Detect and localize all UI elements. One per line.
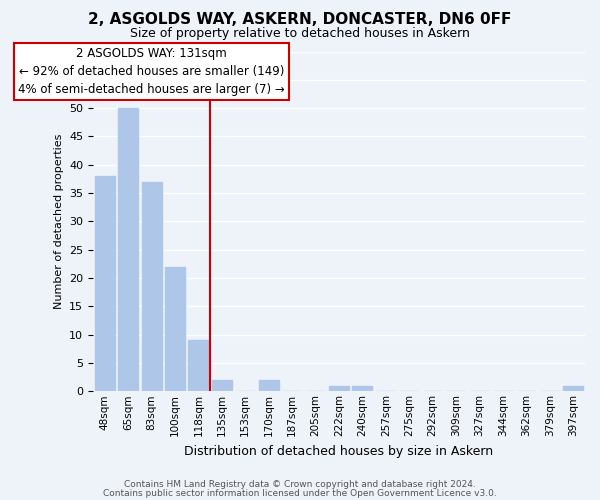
Bar: [95, 176, 115, 392]
Bar: [188, 340, 208, 392]
Bar: [142, 182, 161, 392]
Y-axis label: Number of detached properties: Number of detached properties: [53, 134, 64, 309]
Bar: [118, 108, 138, 392]
Bar: [563, 386, 583, 392]
Text: Size of property relative to detached houses in Askern: Size of property relative to detached ho…: [130, 28, 470, 40]
Text: 2, ASGOLDS WAY, ASKERN, DONCASTER, DN6 0FF: 2, ASGOLDS WAY, ASKERN, DONCASTER, DN6 0…: [88, 12, 512, 28]
Bar: [259, 380, 278, 392]
X-axis label: Distribution of detached houses by size in Askern: Distribution of detached houses by size …: [184, 444, 494, 458]
Bar: [165, 266, 185, 392]
Text: Contains HM Land Registry data © Crown copyright and database right 2024.: Contains HM Land Registry data © Crown c…: [124, 480, 476, 489]
Bar: [212, 380, 232, 392]
Text: Contains public sector information licensed under the Open Government Licence v3: Contains public sector information licen…: [103, 488, 497, 498]
Bar: [352, 386, 373, 392]
Bar: [329, 386, 349, 392]
Text: 2 ASGOLDS WAY: 131sqm
← 92% of detached houses are smaller (149)
4% of semi-deta: 2 ASGOLDS WAY: 131sqm ← 92% of detached …: [18, 47, 285, 96]
